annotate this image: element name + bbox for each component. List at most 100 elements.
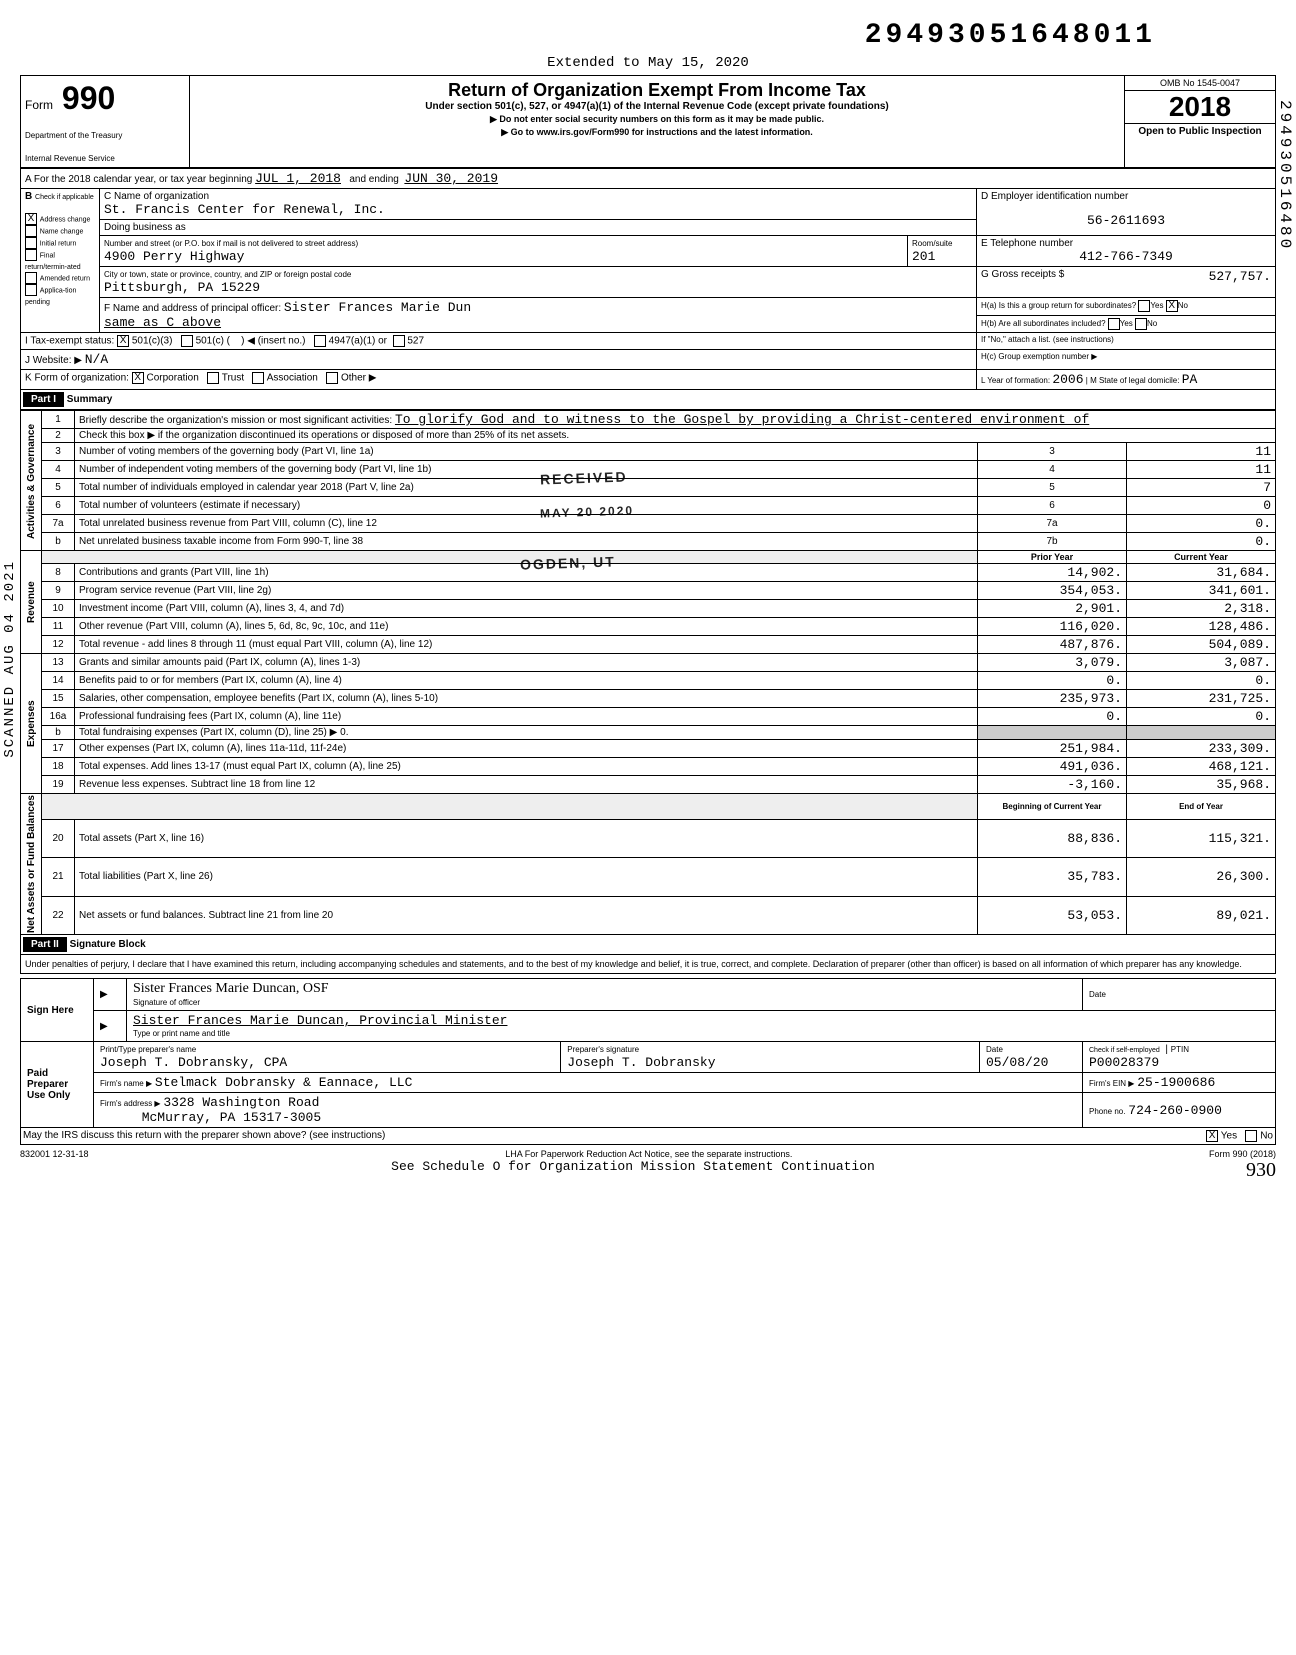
v5: 7: [1127, 479, 1276, 497]
p19: -3,160.: [978, 776, 1127, 794]
527-box[interactable]: [393, 335, 405, 347]
n7b: b: [42, 533, 75, 551]
ha-label: H(a) Is this a group return for subordin…: [981, 301, 1136, 310]
checkbox-application[interactable]: [25, 284, 37, 296]
firm-addr-label: Firm's address ▶: [100, 1099, 161, 1108]
501c-label: 501(c) (: [196, 336, 230, 347]
discuss-question: May the IRS discuss this return with the…: [23, 1130, 385, 1142]
discuss-yes-box[interactable]: X: [1206, 1130, 1218, 1142]
corp-box[interactable]: X: [132, 372, 144, 384]
checkbox-name-change[interactable]: [25, 225, 37, 237]
go-to-url: ▶ Go to www.irs.gov/Form990 for instruct…: [194, 127, 1120, 138]
b3: 3: [978, 443, 1127, 461]
c9: 341,601.: [1127, 582, 1276, 600]
p20: 88,836.: [978, 819, 1127, 857]
m-label: M State of legal domicile:: [1090, 376, 1179, 385]
firm-addr2: McMurray, PA 15317-3005: [142, 1110, 321, 1125]
discuss-yes: Yes: [1221, 1131, 1237, 1142]
p21: 35,783.: [978, 858, 1127, 896]
n11: 11: [42, 618, 75, 636]
l22: Net assets or fund balances. Subtract li…: [75, 896, 978, 934]
p9: 354,053.: [978, 582, 1127, 600]
c8: 31,684.: [1127, 564, 1276, 582]
sig-of-officer-label: Signature of officer: [133, 998, 200, 1007]
l6: Total number of volunteers (estimate if …: [75, 497, 978, 515]
c20: 115,321.: [1127, 819, 1276, 857]
block-d-label: D Employer identification number: [981, 191, 1128, 202]
hb-yes-box[interactable]: [1108, 318, 1120, 330]
v3: 11: [1127, 443, 1276, 461]
m-state: PA: [1182, 372, 1198, 387]
discuss-no: No: [1260, 1131, 1273, 1142]
checkbox-initial-return[interactable]: [25, 237, 37, 249]
mission-label: Briefly describe the organization's miss…: [79, 415, 392, 426]
and-ending: and ending: [349, 174, 399, 185]
discuss-no-box[interactable]: [1245, 1130, 1257, 1142]
side-net-assets: Net Assets or Fund Balances: [21, 794, 42, 935]
p8: 14,902.: [978, 564, 1127, 582]
part2-title: Signature Block: [70, 939, 146, 950]
checkbox-address-change[interactable]: X: [25, 213, 37, 225]
dba-label: Doing business as: [104, 222, 186, 233]
firm-name: Stelmack Dobransky & Eannace, LLC: [155, 1075, 412, 1090]
l16a: Professional fundraising fees (Part IX, …: [75, 708, 978, 726]
ha-yes: Yes: [1150, 301, 1163, 310]
line-j-label: J Website: ▶: [25, 355, 82, 366]
dept-treasury: Department of the Treasury: [25, 131, 185, 140]
prep-date-label: Date: [986, 1045, 1003, 1054]
l-label: L Year of formation:: [981, 376, 1050, 385]
l16b: Total fundraising expenses (Part IX, col…: [75, 726, 978, 740]
hb-no-box[interactable]: [1135, 318, 1147, 330]
other-box[interactable]: [326, 372, 338, 384]
prep-sig-label: Preparer's signature: [567, 1045, 639, 1054]
prep-name-label: Print/Type preparer's name: [100, 1045, 196, 1054]
501c-box[interactable]: [181, 335, 193, 347]
n3: 3: [42, 443, 75, 461]
assoc-box[interactable]: [252, 372, 264, 384]
l14: Benefits paid to or for members (Part IX…: [75, 672, 978, 690]
c19: 35,968.: [1127, 776, 1276, 794]
ha-yes-box[interactable]: [1138, 300, 1150, 312]
officer-addr: same as C above: [104, 315, 221, 330]
c15: 231,725.: [1127, 690, 1276, 708]
trust-box[interactable]: [207, 372, 219, 384]
side-activities-governance: Activities & Governance: [21, 411, 42, 551]
l20: Total assets (Part X, line 16): [75, 819, 978, 857]
label-amended: Amended return: [40, 276, 90, 283]
c10: 2,318.: [1127, 600, 1276, 618]
check-if-applicable: Check if applicable: [35, 194, 94, 201]
501c3-box[interactable]: X: [117, 335, 129, 347]
b7a: 7a: [978, 515, 1127, 533]
scanned-stamp: SCANNED AUG 04 2021: [2, 560, 18, 758]
l5: Total number of individuals employed in …: [75, 479, 978, 497]
4947-box[interactable]: [314, 335, 326, 347]
c14: 0.: [1127, 672, 1276, 690]
527-label: 527: [407, 336, 424, 347]
checkbox-amended[interactable]: [25, 272, 37, 284]
paid-preparer-label: Paid Preparer Use Only: [21, 1042, 94, 1128]
c11: 128,486.: [1127, 618, 1276, 636]
form-subtitle: Under section 501(c), 527, or 4947(a)(1)…: [194, 101, 1120, 112]
side-expenses: Expenses: [21, 654, 42, 794]
footer-form990: Form 990 (2018): [1209, 1149, 1276, 1159]
ha-no-box[interactable]: X: [1166, 300, 1178, 312]
summary-table: Activities & Governance 1 Briefly descri…: [20, 410, 1276, 935]
telephone: 412-766-7349: [981, 249, 1271, 264]
block-g-label: G Gross receipts $: [981, 269, 1064, 280]
4947-label: 4947(a)(1) or: [329, 336, 387, 347]
assoc-label: Association: [267, 373, 318, 384]
p18: 491,036.: [978, 758, 1127, 776]
l-year: 2006: [1052, 372, 1083, 387]
trust-label: Trust: [222, 373, 244, 384]
n7a: 7a: [42, 515, 75, 533]
label-initial-return: Initial return: [40, 241, 77, 248]
n21: 21: [42, 858, 75, 896]
room-suite: 201: [912, 249, 935, 264]
p15: 235,973.: [978, 690, 1127, 708]
n10: 10: [42, 600, 75, 618]
c22: 89,021.: [1127, 896, 1276, 934]
hc-label: H(c) Group exemption number ▶: [981, 352, 1097, 361]
street-label: Number and street (or P.O. box if mail i…: [104, 239, 358, 248]
checkbox-final-return[interactable]: [25, 249, 37, 261]
block-e-label: E Telephone number: [981, 238, 1073, 249]
